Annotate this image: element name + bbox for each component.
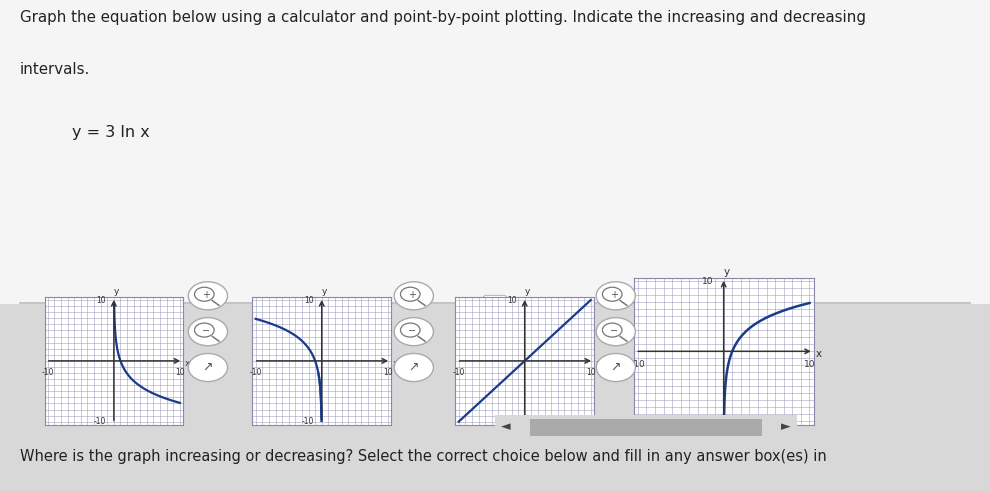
Text: −: − xyxy=(202,326,210,336)
Circle shape xyxy=(188,354,228,382)
Text: 10: 10 xyxy=(804,360,815,369)
Text: -10: -10 xyxy=(452,368,465,377)
Circle shape xyxy=(394,282,434,310)
Text: y = 3 ln x: y = 3 ln x xyxy=(72,126,149,140)
Circle shape xyxy=(596,318,636,346)
Text: -10: -10 xyxy=(301,417,314,426)
Text: 10: 10 xyxy=(96,296,106,304)
Text: +: + xyxy=(610,290,618,300)
Circle shape xyxy=(394,354,434,382)
Text: ►: ► xyxy=(781,420,791,433)
Text: -10: -10 xyxy=(631,360,645,369)
Circle shape xyxy=(596,354,636,382)
Text: 10: 10 xyxy=(383,368,393,377)
Text: 10: 10 xyxy=(586,368,596,377)
Text: 10: 10 xyxy=(175,368,185,377)
Text: x: x xyxy=(184,359,190,368)
Text: +: + xyxy=(202,290,210,300)
Text: ⋯: ⋯ xyxy=(486,298,504,308)
Text: -10: -10 xyxy=(42,368,54,377)
Text: −: − xyxy=(610,326,618,336)
Text: y: y xyxy=(322,287,327,296)
Text: 10: 10 xyxy=(507,296,517,304)
Circle shape xyxy=(394,318,434,346)
Text: -10: -10 xyxy=(699,417,714,426)
Text: ↗: ↗ xyxy=(203,361,213,374)
Text: x: x xyxy=(595,359,601,368)
Text: Graph the equation below using a calculator and point-by-point plotting. Indicat: Graph the equation below using a calcula… xyxy=(20,10,866,25)
Text: y: y xyxy=(114,287,119,296)
Circle shape xyxy=(188,282,228,310)
Text: x: x xyxy=(816,349,822,359)
Text: ↗: ↗ xyxy=(409,361,419,374)
Text: ↗: ↗ xyxy=(611,361,621,374)
Text: -10: -10 xyxy=(93,417,106,426)
Text: x: x xyxy=(392,359,398,368)
Text: y: y xyxy=(525,287,530,296)
Text: 10: 10 xyxy=(702,277,714,286)
Text: -10: -10 xyxy=(249,368,262,377)
Text: Where is the graph increasing or decreasing? Select the correct choice below and: Where is the graph increasing or decreas… xyxy=(20,449,827,464)
Circle shape xyxy=(596,282,636,310)
Circle shape xyxy=(188,318,228,346)
Text: 10: 10 xyxy=(304,296,314,304)
Text: -10: -10 xyxy=(505,417,517,426)
Text: +: + xyxy=(408,290,416,300)
Text: −: − xyxy=(408,326,416,336)
Text: y: y xyxy=(724,267,731,276)
Text: ◄: ◄ xyxy=(501,420,511,433)
Text: intervals.: intervals. xyxy=(20,62,90,77)
